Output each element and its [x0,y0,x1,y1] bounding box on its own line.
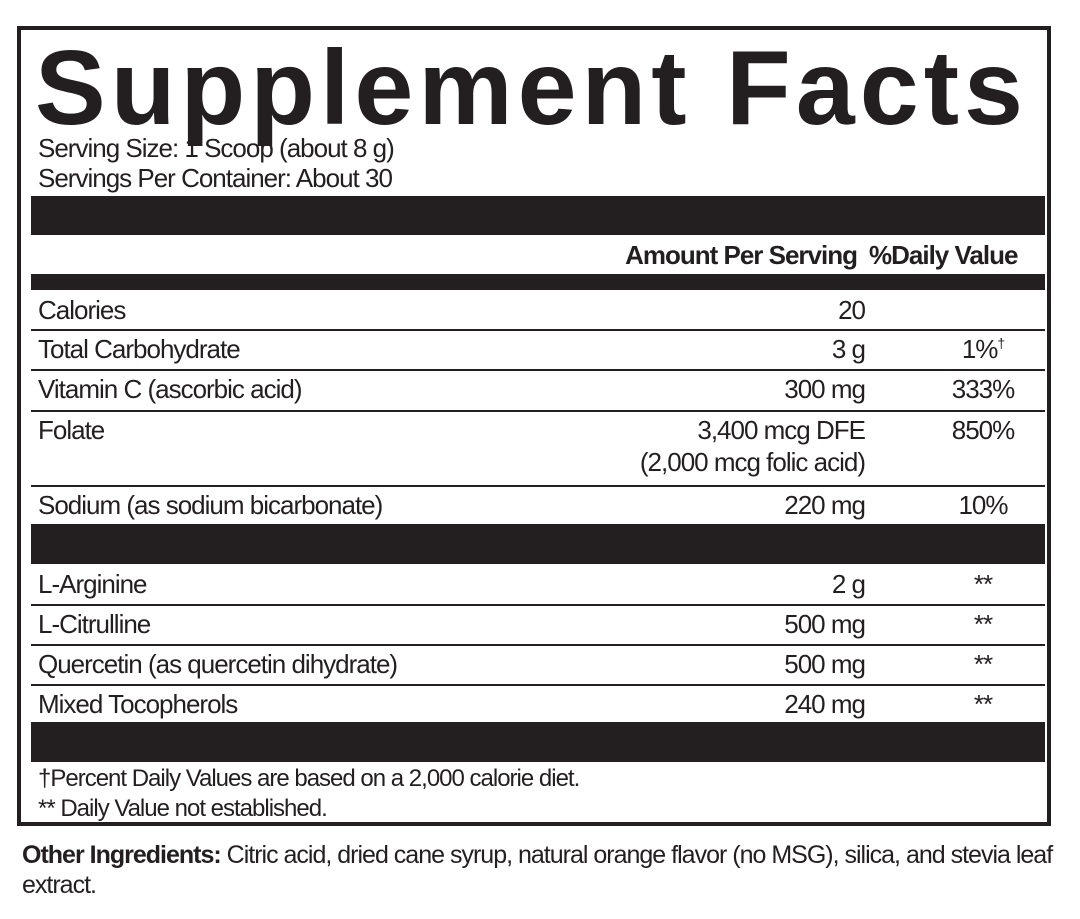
ingredient-row: Mixed Tocopherols 240 mg ** [31,686,1045,722]
percent-dv-footnote: †Percent Daily Values are based on a 2,0… [38,765,580,792]
ingredient-name: Mixed Tocopherols [38,689,238,719]
serving-size: Serving Size: 1 Scoop (about 8 g) [38,133,395,163]
dv-not-established-footnote: ** Daily Value not established. [38,795,328,822]
amount-per-serving-heading: Amount Per Serving [625,240,858,270]
other-ingredients-label: Other Ingredients: [22,841,222,869]
nutrient-amount: 3 g [831,334,866,364]
nutrient-amount: 220 mg [784,490,866,520]
thick-divider-bar [31,524,1045,564]
ingredient-amount: 500 mg [784,609,866,639]
daily-value-heading: %Daily Value [869,240,1018,270]
nutrient-daily-value: 850% [951,415,1016,445]
nutrient-daily-value: 1%† [961,334,1005,364]
ingredient-row: L-Citrulline 500 mg ** [31,606,1045,646]
ingredient-name: Quercetin (as quercetin dihydrate) [38,649,398,679]
nutrient-amount: 20 [838,295,866,325]
nutrient-daily-value: 10% [958,490,1008,520]
nutrient-row: Folate 3,400 mcg DFE (2,000 mcg folic ac… [31,412,1045,487]
nutrient-name: Folate [38,415,105,445]
ingredient-daily-value: ** [973,689,993,719]
nutrient-amount: 300 mg [784,374,866,404]
nutrient-row: Total Carbohydrate 3 g 1%† [31,331,1045,371]
supplement-facts-panel: Supplement Facts Serving Size: 1 Scoop (… [17,26,1051,826]
ingredient-amount: 2 g [831,569,866,599]
ingredient-daily-value: ** [973,609,993,639]
nutrient-row: Vitamin C (ascorbic acid) 300 mg 333% [31,371,1045,412]
other-ingredients: Other Ingredients: Citric acid, dried ca… [22,840,1062,900]
thick-divider-bar [31,274,1045,290]
thick-divider-bar [31,722,1045,762]
ingredient-daily-value: ** [973,649,993,679]
servings-per-container: Servings Per Container: About 30 [38,163,393,193]
ingredient-name: L-Arginine [38,569,148,599]
other-ingredients-text: Citric acid, dried cane syrup, natural o… [22,841,1053,899]
nutrient-name: Calories [38,295,126,325]
ingredient-name: L-Citrulline [38,609,151,639]
ingredient-daily-value: ** [973,569,993,599]
nutrient-row: Calories 20 [31,292,1045,331]
nutrient-amount: 3,400 mcg DFE [697,415,866,445]
nutrient-daily-value: 333% [951,374,1016,404]
ingredient-row: L-Arginine 2 g ** [31,566,1045,606]
thick-divider-bar [31,196,1045,235]
dagger-mark: † [997,335,1005,351]
panel-title: Supplement Facts [35,29,1028,147]
nutrient-name: Total Carbohydrate [38,334,241,364]
ingredient-amount: 500 mg [784,649,866,679]
ingredient-amount: 240 mg [784,689,866,719]
ingredient-row: Quercetin (as quercetin dihydrate) 500 m… [31,646,1045,686]
nutrient-row: Sodium (as sodium bicarbonate) 220 mg 10… [31,487,1045,524]
nutrient-name: Vitamin C (ascorbic acid) [38,374,303,404]
nutrient-amount-detail: (2,000 mcg folic acid) [639,447,866,477]
nutrient-name: Sodium (as sodium bicarbonate) [38,490,383,520]
